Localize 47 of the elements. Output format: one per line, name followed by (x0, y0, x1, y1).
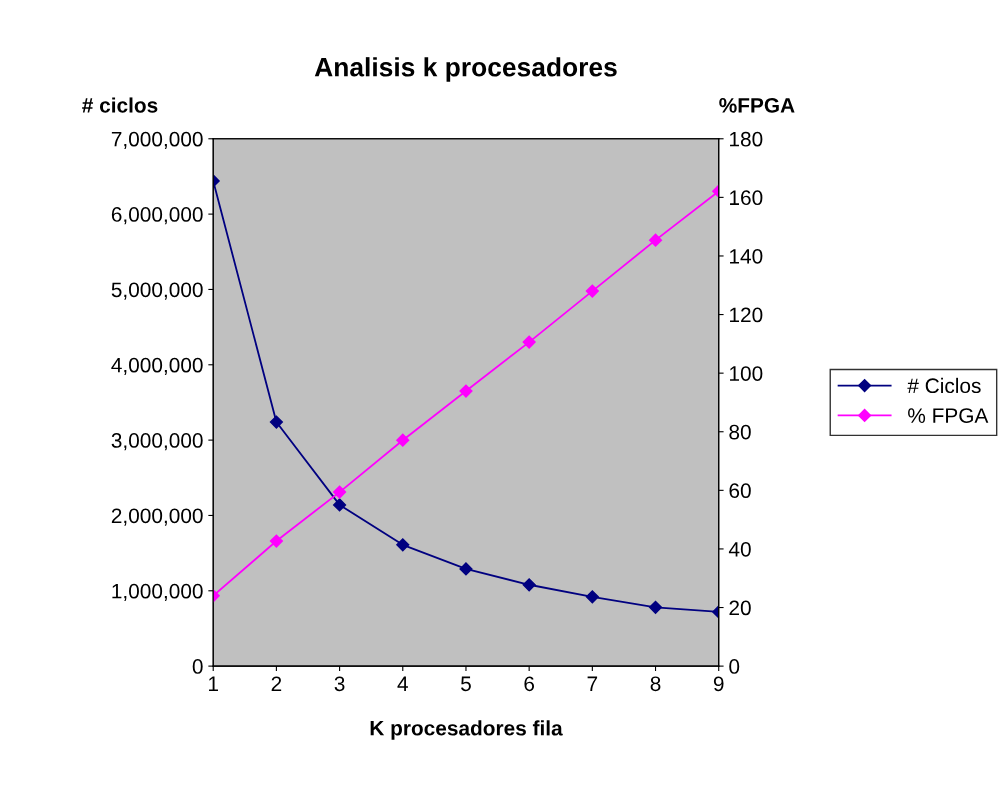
y-axis-title: # ciclos (82, 97, 158, 113)
x-tick-label: 6 (524, 676, 535, 692)
point (459, 562, 473, 576)
y2-tick-label: 180 (730, 131, 763, 147)
y2-tick-label: 40 (728, 541, 751, 557)
legend-label: % FPGA (908, 408, 989, 423)
y2-tick-label: 20 (729, 600, 751, 616)
chart-title: Analisis k procesadores (314, 57, 617, 82)
point (585, 284, 599, 298)
y-tick-label: 7,000,000 (111, 131, 203, 149)
point (396, 433, 410, 447)
y2-tick-label: 100 (730, 366, 763, 381)
x-tick-label: 5 (461, 676, 471, 692)
point (333, 485, 347, 499)
x-axis-title: K procesadores fila (370, 720, 563, 740)
x-tick-label: 3 (334, 676, 345, 692)
point (269, 534, 283, 548)
x-tick-label: 7 (587, 676, 598, 691)
y2-tick-label: 80 (729, 424, 751, 440)
y2-tick-label: 140 (730, 248, 763, 264)
point (396, 538, 410, 552)
y2-tick-label: 120 (730, 307, 763, 323)
y-tick-label: 3,000,000 (111, 433, 203, 451)
y-tick-label: 1,000,000 (112, 583, 203, 601)
point (333, 498, 347, 512)
point (585, 590, 599, 604)
y-tick-label: 2,000,000 (111, 508, 203, 526)
legend-label: # Ciclos (907, 377, 981, 394)
point (522, 335, 536, 349)
point (648, 600, 663, 614)
point (269, 415, 283, 429)
y2-tick-label: 0 (729, 659, 740, 674)
y2-tick-label: 160 (730, 190, 763, 206)
x-tick-label: 4 (397, 676, 408, 691)
y-tick-label: 0 (192, 659, 203, 674)
x-tick-label: 2 (271, 676, 282, 691)
x-tick-label: 8 (650, 676, 661, 692)
y-tick-label: 4,000,000 (111, 357, 203, 375)
point (459, 384, 473, 398)
y2-tick-label: 60 (729, 483, 751, 499)
point (648, 233, 663, 247)
y-tick-label: 6,000,000 (111, 207, 203, 225)
x-tick-label: 9 (713, 676, 724, 692)
x-tick-label: 1 (209, 676, 218, 691)
y-tick-label: 5,000,000 (111, 282, 203, 300)
point (522, 578, 536, 592)
y2-axis-title: %FPGA (719, 97, 795, 113)
